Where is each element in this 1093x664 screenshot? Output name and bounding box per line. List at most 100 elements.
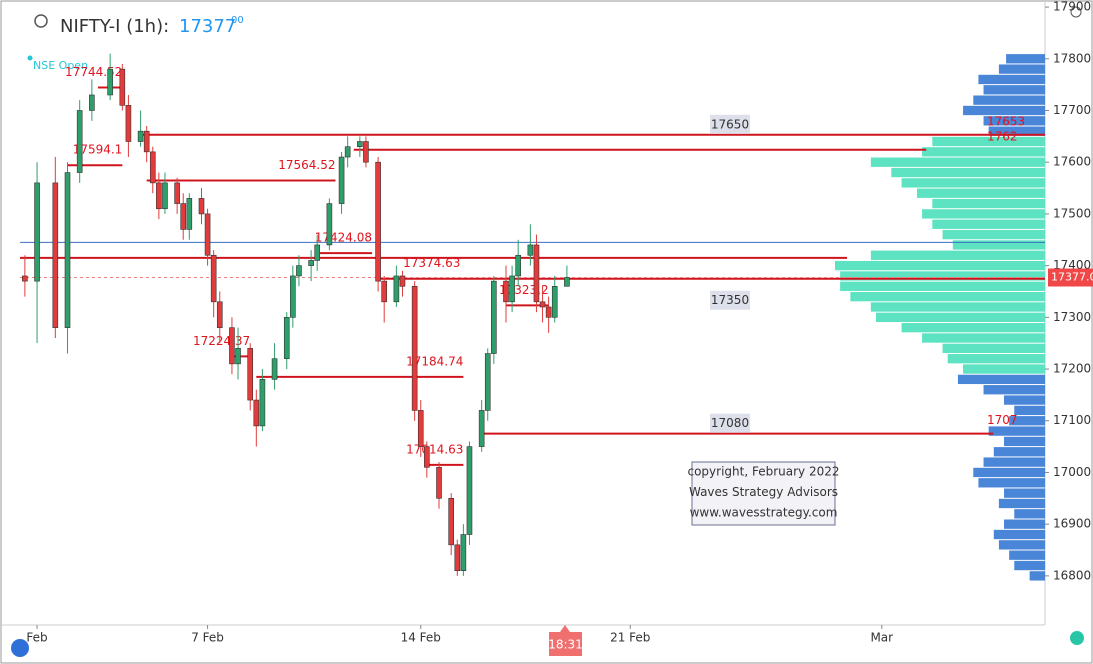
profile-bar xyxy=(942,343,1045,354)
candle-body xyxy=(137,130,144,142)
candle-body xyxy=(210,254,217,303)
profile-bar xyxy=(983,85,1045,95)
candle-body xyxy=(259,379,266,427)
candle-body xyxy=(448,498,454,546)
candle-body xyxy=(533,244,540,303)
search-icon[interactable] xyxy=(34,14,48,28)
candle-body xyxy=(186,198,193,230)
candle-body xyxy=(76,110,83,173)
profile-bar xyxy=(952,240,1045,250)
candle-body xyxy=(527,244,534,256)
candle-body xyxy=(551,286,558,318)
x-tick-label: 21 Feb xyxy=(610,631,650,645)
y-tick-label: 16800 xyxy=(1053,568,1091,582)
candle-body xyxy=(411,286,418,411)
candle-body xyxy=(424,446,430,468)
profile-bar xyxy=(932,198,1045,209)
profile-bar xyxy=(1004,395,1045,405)
candle-body xyxy=(539,301,546,308)
time-marker xyxy=(560,625,570,632)
status-indicator xyxy=(1070,631,1084,645)
logo[interactable] xyxy=(11,639,29,657)
y-tick-label: 16900 xyxy=(1053,517,1091,531)
candle-body xyxy=(107,68,113,96)
x-tick-label: Mar xyxy=(870,631,893,645)
candle-body xyxy=(52,182,59,328)
profile-bar xyxy=(891,167,1045,178)
profile-bar xyxy=(998,498,1045,509)
candle-body xyxy=(515,254,521,277)
y-tick-label: 17100 xyxy=(1053,413,1091,427)
candle-body xyxy=(381,280,388,303)
y-tick-label: 17900 xyxy=(1053,0,1091,14)
profile-bar xyxy=(922,147,1045,157)
profile-bar xyxy=(850,291,1045,302)
candle-body xyxy=(460,534,467,572)
copyright-line: www.wavesstrategy.com xyxy=(690,506,838,520)
profile-bar xyxy=(840,281,1045,291)
copyright-line: Waves Strategy Advisors xyxy=(689,485,838,499)
profile-bar xyxy=(840,271,1045,281)
profile-bar xyxy=(916,188,1045,198)
candle-body xyxy=(491,280,497,354)
candle-body xyxy=(247,348,254,401)
profile-bar xyxy=(1029,571,1045,581)
candle-body xyxy=(564,277,570,287)
profile-bar xyxy=(978,74,1045,85)
settings-icon[interactable] xyxy=(1070,6,1082,18)
candle-body xyxy=(180,203,187,230)
candle-body xyxy=(363,141,369,163)
profile-bar xyxy=(1014,405,1045,416)
profile-bar xyxy=(947,354,1045,364)
profile-bar xyxy=(1004,519,1045,529)
x-tick-label: 7 Feb xyxy=(191,631,224,645)
y-tick-label: 17500 xyxy=(1053,206,1091,220)
status-dot xyxy=(27,55,33,61)
level-label: 17374.63 xyxy=(403,256,460,270)
level-label: 17424.08 xyxy=(315,231,372,245)
candle-body xyxy=(509,275,515,303)
candle-body xyxy=(308,260,314,266)
profile-bar xyxy=(978,478,1045,488)
profile-bar xyxy=(1004,488,1045,498)
candle-body xyxy=(357,141,363,147)
candle-body xyxy=(271,358,278,380)
candle-body xyxy=(375,161,381,282)
profile-bar xyxy=(901,178,1045,188)
candle-body xyxy=(283,317,290,359)
candle-body xyxy=(545,306,552,318)
level-tag-box xyxy=(710,413,750,433)
y-tick-label: 17700 xyxy=(1053,103,1091,117)
profile-bar xyxy=(973,95,1045,105)
candle-body xyxy=(296,265,302,277)
candle-body xyxy=(253,399,260,427)
level-tag-box xyxy=(710,114,750,134)
profile-bar xyxy=(988,426,1045,436)
candle-body xyxy=(436,466,442,499)
profile-bar xyxy=(901,322,1045,333)
profile-bar xyxy=(942,229,1045,240)
candle-body xyxy=(174,182,180,204)
symbol: NIFTY-I (1h): xyxy=(60,16,169,37)
candle-body xyxy=(149,151,156,184)
candle-body xyxy=(198,198,205,215)
profile-bar xyxy=(875,312,1045,322)
time-label: 18:31 xyxy=(548,638,583,652)
candle-body xyxy=(22,275,28,282)
level-tag: 17080 xyxy=(711,416,749,430)
candle-body xyxy=(338,156,345,204)
candle-body xyxy=(64,172,71,328)
profile-bar xyxy=(870,302,1045,312)
candle-body xyxy=(417,410,424,447)
candle-body xyxy=(454,544,461,572)
candle-body xyxy=(326,203,333,246)
x-tick-label: 14 Feb xyxy=(401,631,441,645)
profile-bar xyxy=(932,219,1045,229)
candle-body xyxy=(156,182,162,210)
candle-body xyxy=(125,105,132,142)
current-price-label: 17377.0 xyxy=(1051,271,1093,284)
profile-bar xyxy=(1009,550,1045,560)
price-decimals: 00 xyxy=(231,15,244,26)
profile-bar xyxy=(922,333,1045,343)
profile-bar xyxy=(993,529,1045,540)
